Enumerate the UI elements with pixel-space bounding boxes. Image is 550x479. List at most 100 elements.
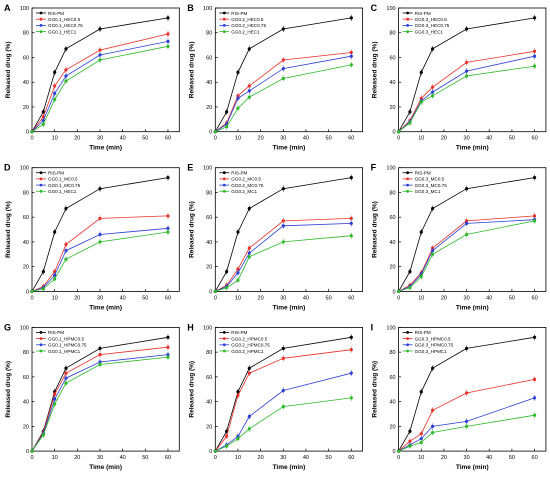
data-point [532, 396, 537, 400]
data-point [64, 257, 68, 261]
data-point [430, 85, 435, 89]
legend-entry: RIS-PM [48, 11, 64, 16]
y-tick-label: 40 [206, 80, 212, 86]
data-point [532, 175, 537, 180]
data-point [349, 175, 353, 180]
data-point [247, 414, 251, 419]
plot-frame [31, 326, 180, 452]
data-point [349, 396, 353, 400]
x-axis-title: Time (min) [456, 464, 489, 471]
series-line [215, 55, 352, 133]
data-point [419, 440, 423, 445]
y-tick-label: 20 [206, 265, 212, 271]
chart-panel-c: C 0 20 40 60 80 100 0 10 20 30 40 50 60 Time (min) Rele… [371, 3, 547, 152]
data-point [236, 106, 240, 110]
data-point [419, 390, 423, 394]
legend-marker [222, 171, 226, 175]
legend-entry: GG0.2_HEC0.75 [231, 23, 266, 28]
x-tick-label: 10 [418, 295, 424, 301]
panel-label: D [4, 163, 11, 173]
legend-marker [39, 343, 43, 347]
data-point [166, 345, 170, 349]
data-point [464, 27, 469, 31]
y-tick-label: 40 [23, 240, 29, 246]
x-tick-label: 60 [532, 136, 538, 142]
series-line [398, 50, 535, 132]
legend-marker [222, 189, 226, 193]
data-point [430, 424, 435, 428]
legend-entry: GG0.1_HPMC1 [48, 349, 81, 354]
y-tick-label: 100 [386, 6, 395, 12]
data-point [98, 187, 102, 191]
data-point [281, 27, 285, 31]
y-tick-label: 100 [386, 325, 395, 331]
legend-marker [222, 343, 226, 347]
y-axis-title: Released drug (%) [5, 41, 12, 98]
x-tick-label: 0 [214, 136, 217, 142]
chart-panel-a: A 0 20 40 60 80 100 0 10 20 30 40 50 60 Time (min) Rele… [4, 3, 180, 152]
data-point [281, 187, 285, 191]
legend-entry: GG0.3_MC0.5 [415, 177, 445, 182]
x-tick-label: 0 [214, 455, 217, 461]
x-tick-label: 10 [235, 136, 241, 142]
legend-entry: GG0.1_MC0.75 [48, 183, 81, 188]
chart-panel-h: H 0 20 40 60 80 100 0 10 20 30 40 50 60 Time (min) Rele… [187, 322, 364, 471]
series-line [398, 397, 535, 452]
x-tick-label: 0 [30, 136, 33, 142]
legend-entry: RIS-PM [415, 171, 431, 176]
plot-frame [398, 326, 547, 452]
data-point [464, 60, 469, 65]
legend-entry: GG0.2_HPMC1 [231, 349, 264, 354]
data-point [236, 96, 240, 100]
series-line [31, 227, 169, 292]
data-point [166, 44, 170, 48]
plot-frame [214, 167, 364, 292]
series-line [398, 379, 535, 452]
data-point [236, 230, 240, 234]
data-point [236, 393, 240, 398]
y-tick-label: 0 [209, 449, 212, 455]
data-point [281, 76, 285, 81]
x-axis-title: Time (min) [456, 304, 489, 311]
data-point [166, 226, 170, 230]
data-point [419, 432, 423, 436]
legend-entry: GG0.3_HEC0.5 [415, 17, 448, 22]
x-tick-label: 30 [280, 136, 286, 142]
data-point [397, 130, 401, 134]
x-tick-label: 10 [52, 295, 58, 301]
x-tick-label: 50 [142, 295, 148, 301]
legend-entry: GG0.3_HPMC1 [415, 349, 448, 354]
y-tick-label: 60 [389, 55, 395, 61]
y-tick-label: 40 [23, 400, 29, 406]
data-point [41, 287, 45, 291]
data-point [98, 353, 102, 357]
x-tick-label: 60 [348, 455, 354, 461]
series-line [398, 65, 535, 133]
plot-frame [398, 7, 547, 133]
x-tick-label: 20 [74, 455, 80, 461]
data-point [430, 90, 435, 94]
legend-marker [222, 17, 226, 21]
series-line [398, 55, 535, 133]
legend-entry: GG0.3_HEC1 [415, 29, 444, 34]
data-point [98, 232, 102, 237]
data-point [213, 449, 217, 453]
data-point [247, 47, 251, 51]
plot-frame [398, 167, 547, 292]
x-tick-label: 50 [142, 455, 148, 461]
data-point [464, 346, 469, 351]
data-point [281, 346, 285, 351]
y-tick-label: 60 [389, 215, 395, 221]
legend-entry: RIS-PM [415, 330, 431, 335]
series-line [214, 177, 352, 292]
x-tick-label: 0 [397, 455, 400, 461]
x-tick-label: 60 [165, 136, 171, 142]
data-point [53, 230, 57, 234]
y-tick-label: 0 [393, 289, 396, 295]
panel-label: E [187, 163, 193, 173]
data-point [532, 335, 537, 339]
data-point [349, 335, 353, 339]
legend-entry: GG0.3_MC0.75 [415, 183, 448, 188]
data-point [166, 230, 170, 234]
data-point [41, 433, 45, 437]
